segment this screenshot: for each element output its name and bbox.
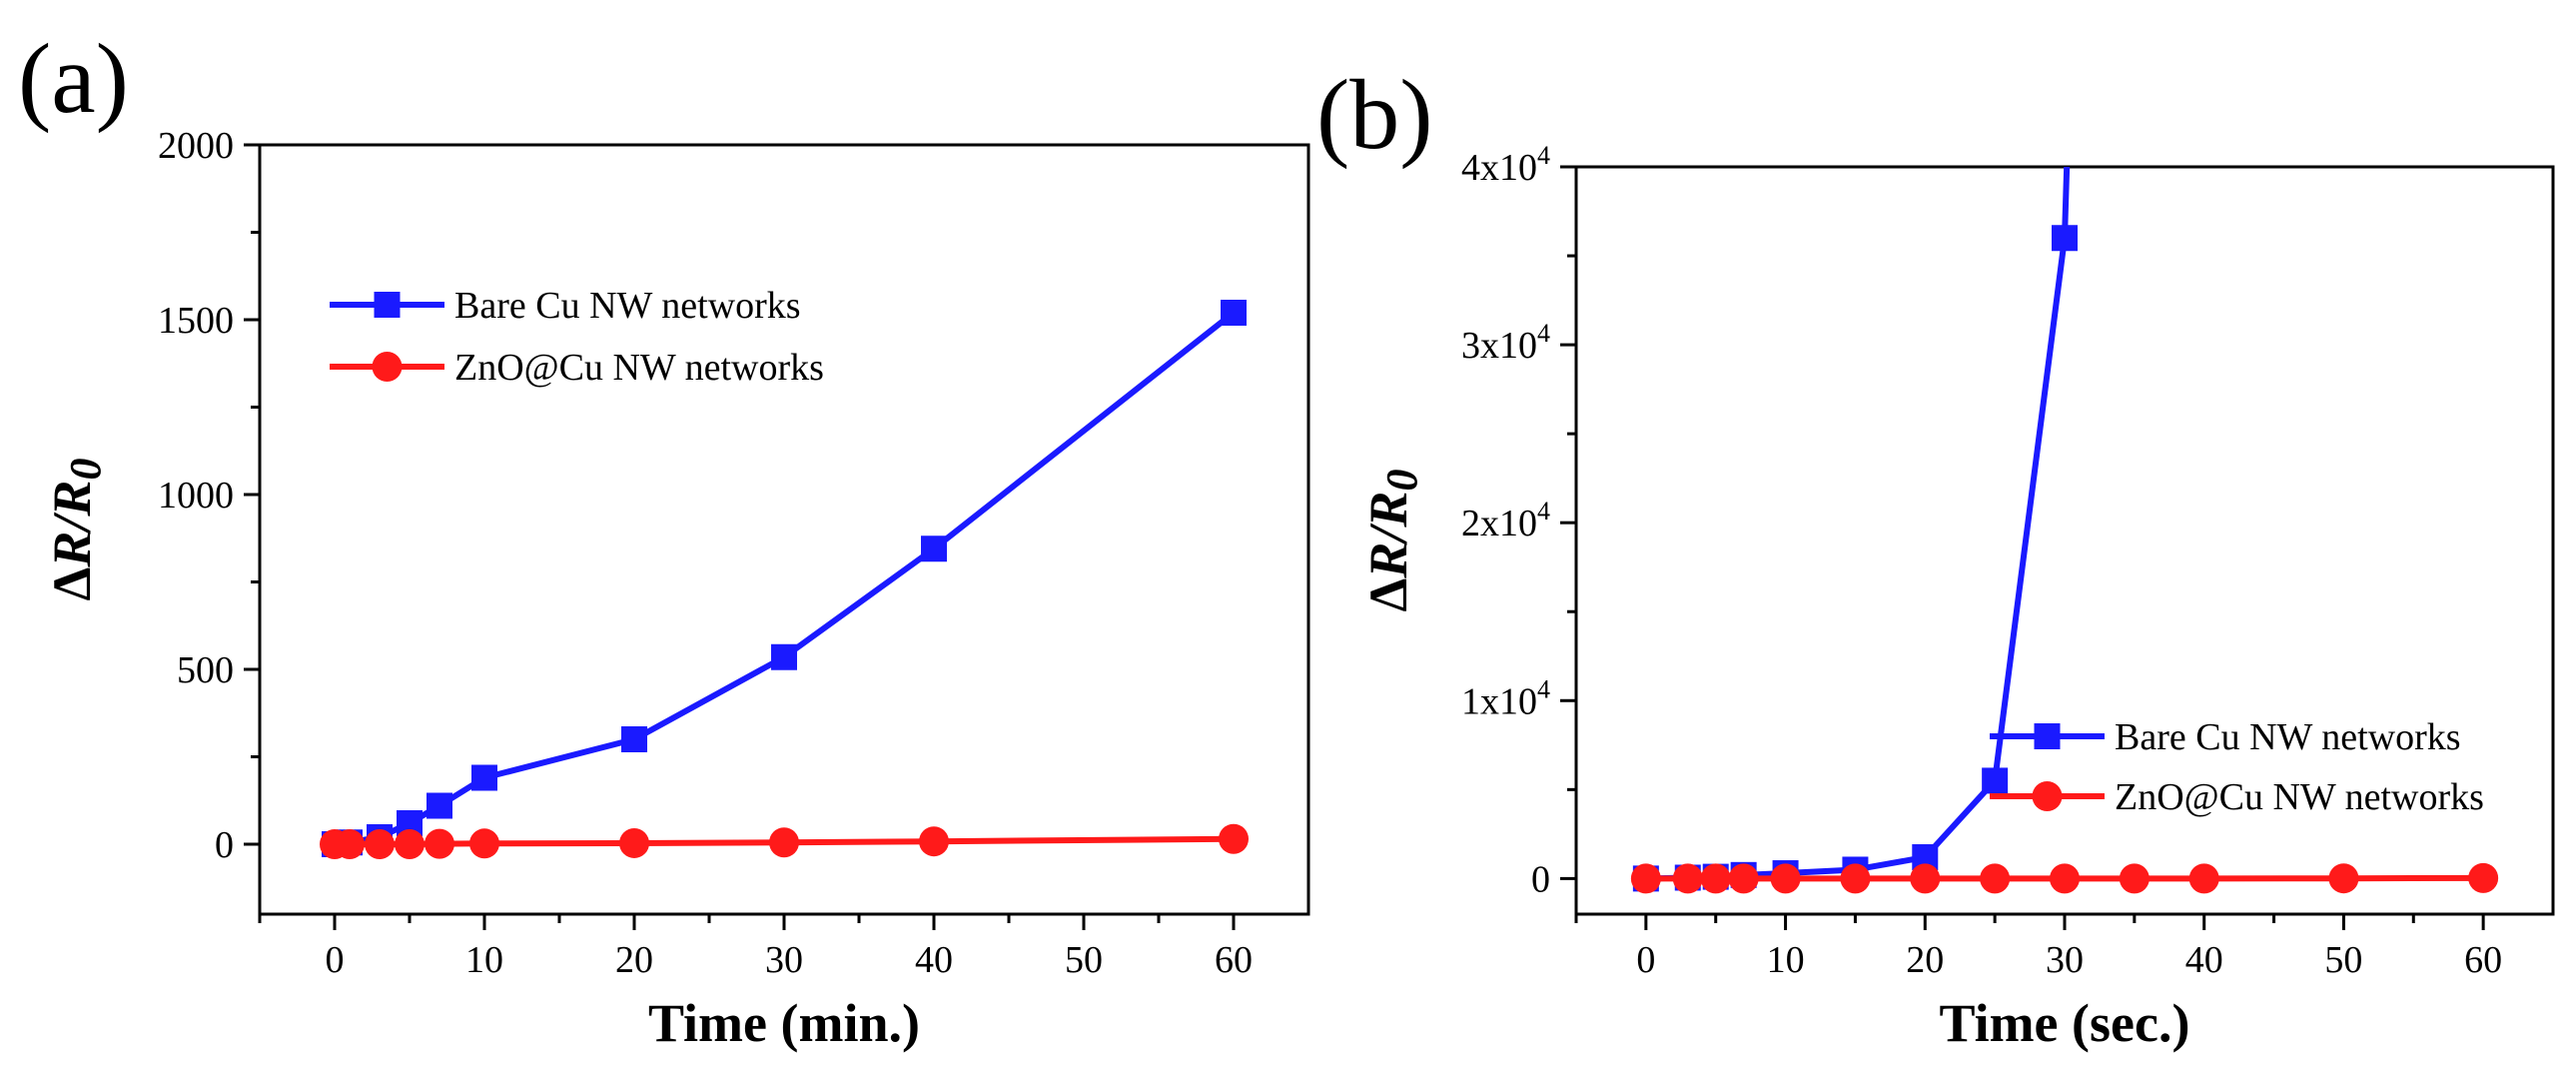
- plot-frame: [258, 143, 1310, 916]
- data-point: [1910, 863, 1941, 894]
- y-tick-label: 0: [215, 824, 234, 866]
- x-tick-label: 40: [2185, 939, 2223, 981]
- y-axis-label: ΔR/R0: [42, 459, 110, 601]
- data-point: [619, 827, 649, 858]
- y-tick-label: 4x104: [1461, 141, 1550, 189]
- data-point: [2119, 863, 2149, 894]
- x-tick-label: 20: [615, 939, 653, 981]
- data-point: [1221, 300, 1247, 326]
- legend-marker: [372, 352, 403, 382]
- legend-marker: [2034, 723, 2061, 749]
- legend-label: ZnO@Cu NW networks: [454, 347, 824, 389]
- y-axis-label: ΔR/R0: [1358, 470, 1426, 612]
- data-point: [1982, 767, 2009, 794]
- y-tick-label: 1500: [158, 300, 234, 342]
- data-point: [2468, 862, 2499, 893]
- y-tick-label: 500: [177, 649, 234, 691]
- x-tick-label: 10: [1767, 939, 1805, 981]
- panel-letter: (a): [18, 23, 129, 134]
- data-point: [1980, 863, 2011, 894]
- data-point: [2188, 863, 2219, 894]
- y-tick-label: 2000: [158, 125, 234, 167]
- legend-marker: [2032, 781, 2063, 811]
- legend-label: Bare Cu NW networks: [2115, 716, 2461, 758]
- x-tick-label: 60: [2464, 939, 2502, 981]
- chart-panel-a: (a) 0 10 20 30 40 50 60 0 500 1000 1500 2000 Time (mi…: [18, 23, 1310, 1053]
- x-tick-label: 0: [1636, 939, 1655, 981]
- data-point: [471, 764, 497, 791]
- series-zno-cu: [320, 823, 1249, 859]
- data-point: [1630, 863, 1661, 894]
- y-tick-label: 3x104: [1461, 319, 1550, 367]
- data-point: [365, 829, 395, 859]
- y-tick-label: 2x104: [1461, 497, 1550, 544]
- legend-label: Bare Cu NW networks: [454, 285, 801, 327]
- x-axis-label: Time (sec.): [1940, 993, 2190, 1053]
- y-tick-label: 0: [1531, 858, 1550, 900]
- x-tick-label: 40: [915, 939, 953, 981]
- data-point: [2052, 225, 2078, 252]
- x-tick-label: 30: [765, 939, 803, 981]
- legend-entry: ZnO@Cu NW networks: [330, 347, 824, 389]
- y-tick-label: 1000: [158, 475, 234, 517]
- data-point: [469, 828, 499, 859]
- legend-entry: Bare Cu NW networks: [330, 285, 801, 327]
- data-point: [2050, 863, 2080, 894]
- data-point: [427, 792, 452, 819]
- data-point: [1700, 863, 1731, 894]
- x-tick-label: 60: [1215, 939, 1253, 981]
- data-point: [771, 643, 797, 670]
- x-tick-label: 10: [465, 939, 503, 981]
- x-tick-label: 50: [1065, 939, 1103, 981]
- data-point: [921, 536, 947, 562]
- series-line: [334, 310, 1236, 847]
- legend-entry: Bare Cu NW networks: [1990, 716, 2461, 758]
- x-tick-label: 0: [326, 939, 345, 981]
- data-point: [1840, 863, 1871, 894]
- series-bare-cu: [1632, 167, 2078, 892]
- series-zno-cu: [1630, 862, 2499, 894]
- x-tick-label: 20: [1906, 939, 1944, 981]
- legend-entry: ZnO@Cu NW networks: [1990, 776, 2484, 818]
- data-point: [1219, 823, 1249, 854]
- legend-label: ZnO@Cu NW networks: [2115, 776, 2484, 818]
- data-point: [1728, 863, 1759, 894]
- panel-letter: (b): [1316, 59, 1433, 170]
- data-point: [1770, 863, 1801, 894]
- data-point: [769, 827, 799, 858]
- data-point: [335, 829, 365, 859]
- data-point: [621, 726, 647, 752]
- y-tick-label: 1x104: [1461, 674, 1550, 722]
- data-point: [425, 828, 454, 859]
- x-tick-label: 30: [2046, 939, 2084, 981]
- data-point: [395, 829, 425, 859]
- data-point: [919, 826, 949, 857]
- data-point: [1672, 863, 1703, 894]
- x-tick-label: 50: [2324, 939, 2362, 981]
- data-point: [2328, 863, 2359, 894]
- x-axis-label: Time (min.): [648, 993, 920, 1053]
- legend-marker: [374, 292, 401, 318]
- chart-panel-b: (b) 0 10 20 30 40 50 60 0 1x104 2x104 3x104 4x104 Tim…: [1316, 59, 2555, 1053]
